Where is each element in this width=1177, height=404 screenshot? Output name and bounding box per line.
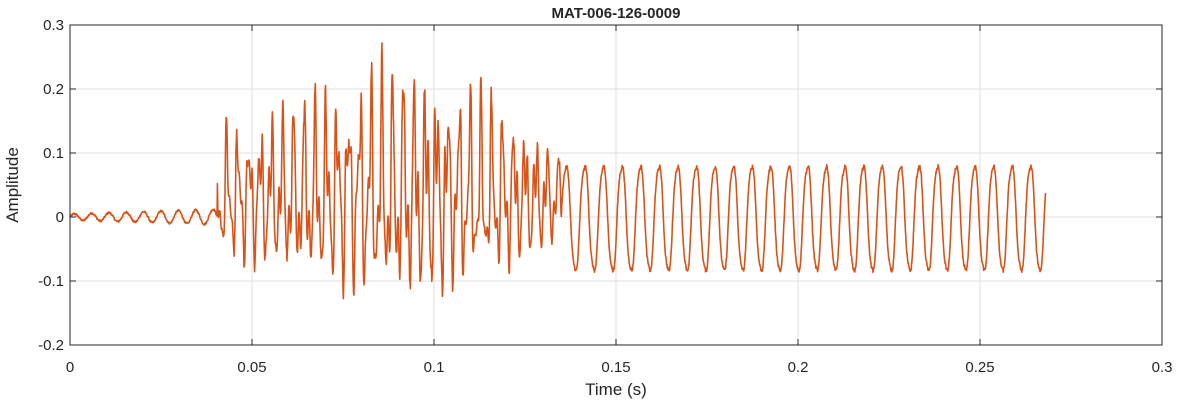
y-tick-label: 0.1: [43, 145, 64, 162]
tick-layer: 0 0.05 0.1 0.15 0.2 0.25 0.3 -0.2 -0.1 0 0.1 0.2 0.3: [38, 17, 1172, 376]
x-tick-label: 0.3: [1152, 359, 1173, 376]
x-tick-label: 0.05: [237, 359, 266, 376]
y-tick-label: 0.3: [43, 17, 64, 34]
y-axis-label: Amplitude: [3, 147, 22, 223]
x-tick-label: 0: [66, 359, 74, 376]
y-tick-label: -0.2: [38, 337, 64, 354]
x-tick-label: 0.1: [424, 359, 445, 376]
chart-title: MAT-006-126-0009: [552, 5, 681, 22]
y-tick-label: -0.1: [38, 273, 64, 290]
x-tick-label: 0.25: [965, 359, 994, 376]
amplitude-series-line: [69, 42, 1047, 300]
series-layer: [69, 42, 1047, 300]
x-tick-label: 0.2: [788, 359, 809, 376]
x-axis-label: Time (s): [585, 380, 647, 399]
y-tick-label: 0: [56, 209, 64, 226]
x-tick-label: 0.15: [601, 359, 630, 376]
y-tick-label: 0.2: [43, 81, 64, 98]
